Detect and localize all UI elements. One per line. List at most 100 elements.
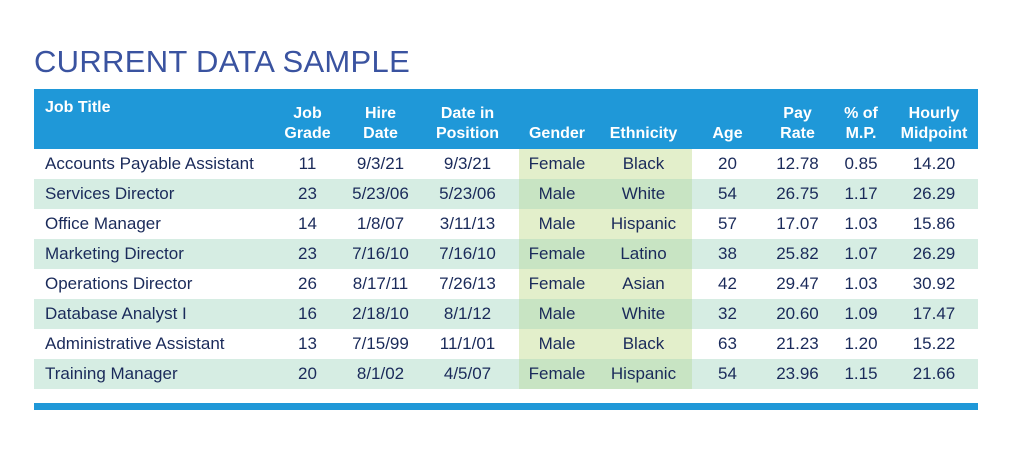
cell-job-title: Services Director (34, 179, 270, 209)
cell-percent-mp: 1.09 (832, 299, 890, 329)
cell-date-in-position: 7/26/13 (416, 269, 519, 299)
cell-pay-rate: 25.82 (763, 239, 832, 269)
cell-age: 38 (692, 239, 763, 269)
cell-hourly-midpoint: 21.66 (890, 359, 978, 389)
page-title: CURRENT DATA SAMPLE (34, 44, 411, 79)
cell-ethnicity: White (595, 179, 692, 209)
cell-hourly-midpoint: 15.86 (890, 209, 978, 239)
cell-job-title: Administrative Assistant (34, 329, 270, 359)
cell-date-in-position: 11/1/01 (416, 329, 519, 359)
col-header-hire-date: Hire Date (345, 89, 416, 149)
cell-hourly-midpoint: 26.29 (890, 179, 978, 209)
table-row: Operations Director 26 8/17/11 7/26/13 Femal… (34, 269, 978, 299)
col-header-date-in-position: Date in Position (416, 89, 519, 149)
col-header-gender: Gender (519, 89, 595, 149)
cell-ethnicity: Hispanic (595, 209, 692, 239)
table-row: Training Manager 20 8/1/02 4/5/07 Female Hisp… (34, 359, 978, 389)
cell-ethnicity: Hispanic (595, 359, 692, 389)
cell-date-in-position: 8/1/12 (416, 299, 519, 329)
cell-hire-date: 8/17/11 (345, 269, 416, 299)
cell-percent-mp: 0.85 (832, 149, 890, 179)
cell-job-title: Database Analyst I (34, 299, 270, 329)
cell-percent-mp: 1.03 (832, 269, 890, 299)
cell-job-grade: 11 (270, 149, 345, 179)
cell-ethnicity: Black (595, 149, 692, 179)
cell-age: 57 (692, 209, 763, 239)
cell-gender: Female (519, 269, 595, 299)
cell-ethnicity: Black (595, 329, 692, 359)
cell-percent-mp: 1.20 (832, 329, 890, 359)
cell-age: 63 (692, 329, 763, 359)
cell-job-title: Operations Director (34, 269, 270, 299)
cell-pay-rate: 21.23 (763, 329, 832, 359)
cell-gender: Female (519, 359, 595, 389)
col-header-hourly-midpoint: Hourly Midpoint (890, 89, 978, 149)
table-row: Accounts Payable Assistant 11 9/3/21 9/3/21… (34, 149, 978, 179)
cell-ethnicity: White (595, 299, 692, 329)
cell-job-title: Marketing Director (34, 239, 270, 269)
col-header-age: Age (692, 89, 763, 149)
cell-hire-date: 7/15/99 (345, 329, 416, 359)
cell-hire-date: 7/16/10 (345, 239, 416, 269)
cell-percent-mp: 1.17 (832, 179, 890, 209)
cell-pay-rate: 23.96 (763, 359, 832, 389)
cell-job-title: Training Manager (34, 359, 270, 389)
cell-date-in-position: 3/11/13 (416, 209, 519, 239)
data-table: Job Title Job Grade Hire Date Date in Po… (34, 89, 978, 389)
table-header-row: Job Title Job Grade Hire Date Date in Po… (34, 89, 978, 149)
cell-gender: Female (519, 149, 595, 179)
cell-date-in-position: 9/3/21 (416, 149, 519, 179)
col-header-job-title: Job Title (34, 89, 270, 149)
cell-hourly-midpoint: 17.47 (890, 299, 978, 329)
col-header-job-grade: Job Grade (270, 89, 345, 149)
cell-pay-rate: 12.78 (763, 149, 832, 179)
cell-pay-rate: 17.07 (763, 209, 832, 239)
cell-age: 20 (692, 149, 763, 179)
cell-percent-mp: 1.07 (832, 239, 890, 269)
cell-job-grade: 23 (270, 179, 345, 209)
cell-hire-date: 5/23/06 (345, 179, 416, 209)
cell-hourly-midpoint: 15.22 (890, 329, 978, 359)
cell-hire-date: 8/1/02 (345, 359, 416, 389)
table-row: Marketing Director 23 7/16/10 7/16/10 Female… (34, 239, 978, 269)
cell-age: 54 (692, 359, 763, 389)
cell-date-in-position: 7/16/10 (416, 239, 519, 269)
cell-gender: Male (519, 299, 595, 329)
col-header-ethnicity: Ethnicity (595, 89, 692, 149)
cell-gender: Female (519, 239, 595, 269)
cell-pay-rate: 20.60 (763, 299, 832, 329)
col-header-percent-mp: % of M.P. (832, 89, 890, 149)
cell-hourly-midpoint: 26.29 (890, 239, 978, 269)
cell-age: 32 (692, 299, 763, 329)
cell-hire-date: 9/3/21 (345, 149, 416, 179)
cell-job-grade: 16 (270, 299, 345, 329)
cell-job-grade: 20 (270, 359, 345, 389)
cell-date-in-position: 4/5/07 (416, 359, 519, 389)
cell-percent-mp: 1.15 (832, 359, 890, 389)
cell-job-grade: 26 (270, 269, 345, 299)
cell-ethnicity: Latino (595, 239, 692, 269)
cell-job-grade: 14 (270, 209, 345, 239)
table-row: Office Manager 14 1/8/07 3/11/13 Male Hispani… (34, 209, 978, 239)
bottom-divider (34, 403, 978, 410)
table-row: Services Director 23 5/23/06 5/23/06 Male Whi… (34, 179, 978, 209)
table-row: Database Analyst I 16 2/18/10 8/1/12 Male Whi… (34, 299, 978, 329)
cell-hourly-midpoint: 14.20 (890, 149, 978, 179)
table-row: Administrative Assistant 13 7/15/99 11/1/01… (34, 329, 978, 359)
cell-date-in-position: 5/23/06 (416, 179, 519, 209)
cell-hire-date: 2/18/10 (345, 299, 416, 329)
cell-job-title: Office Manager (34, 209, 270, 239)
cell-gender: Male (519, 329, 595, 359)
cell-age: 54 (692, 179, 763, 209)
cell-pay-rate: 26.75 (763, 179, 832, 209)
col-header-pay-rate: Pay Rate (763, 89, 832, 149)
cell-gender: Male (519, 179, 595, 209)
cell-pay-rate: 29.47 (763, 269, 832, 299)
cell-hourly-midpoint: 30.92 (890, 269, 978, 299)
cell-gender: Male (519, 209, 595, 239)
cell-job-grade: 13 (270, 329, 345, 359)
cell-percent-mp: 1.03 (832, 209, 890, 239)
cell-hire-date: 1/8/07 (345, 209, 416, 239)
cell-age: 42 (692, 269, 763, 299)
cell-ethnicity: Asian (595, 269, 692, 299)
